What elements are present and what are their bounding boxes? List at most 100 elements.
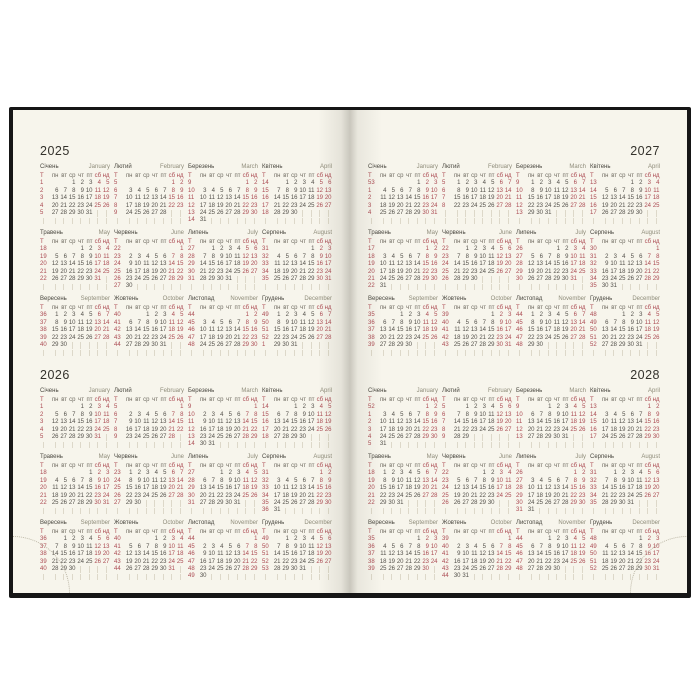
day-cell: 23 <box>487 492 495 499</box>
day-cell <box>535 246 544 253</box>
day-cell <box>50 536 59 543</box>
day-cell: 17 <box>379 268 387 275</box>
week-number-cell: 21 <box>368 492 375 499</box>
day-cell: 23 <box>405 334 412 341</box>
day-cell: 6 <box>622 543 626 550</box>
month-name-uk: Травень <box>40 454 63 460</box>
dow-header-cell: сб <box>242 173 249 179</box>
day-cell: 13 <box>553 485 560 492</box>
week-number-cell: 10 <box>188 411 195 418</box>
day-cell: 13 <box>635 261 643 268</box>
day-cell: 15 <box>453 195 461 202</box>
day-cell: 7 <box>457 253 461 260</box>
week-number-cell: 42 <box>114 327 121 334</box>
day-cell: 21 <box>536 426 543 433</box>
day-cell: 14 <box>77 485 84 492</box>
week-number-cell: 33 <box>590 268 597 275</box>
dow-header-cell: ср <box>397 305 404 311</box>
dow-header-cell: нд <box>250 305 258 311</box>
day-cell <box>526 217 535 225</box>
week-number-cell: 11 <box>516 195 523 202</box>
day-cell: 22 <box>544 558 552 565</box>
day-cell <box>315 566 324 574</box>
day-cell: 23 <box>176 202 184 209</box>
day-cell: 24 <box>299 558 306 565</box>
month-name-en: June <box>498 454 512 460</box>
day-cell: 1 <box>548 404 552 411</box>
dow-header-cell: вт <box>389 305 395 311</box>
day-cell <box>141 246 150 253</box>
week-number-cell: 12 <box>188 426 195 433</box>
day-cell: 7 <box>203 253 207 260</box>
day-cell: 4 <box>285 477 289 484</box>
day-cell <box>241 507 250 515</box>
day-cell: 4 <box>146 253 150 260</box>
day-cell: 27 <box>151 209 158 216</box>
day-cell: 3 <box>171 536 175 543</box>
day-cell: 8 <box>465 411 469 418</box>
month-name-uk: Березень <box>516 388 543 394</box>
day-cell: 12 <box>85 319 93 326</box>
week-number-cell: 47 <box>188 558 195 565</box>
day-cell: 14 <box>504 187 512 194</box>
dow-header-cell: пт <box>414 305 421 311</box>
day-cell: 9 <box>425 187 429 194</box>
day-cell: 18 <box>610 426 617 433</box>
day-cell <box>634 573 643 581</box>
day-cell <box>387 404 396 411</box>
day-cell <box>486 276 495 284</box>
day-cell: 19 <box>159 485 167 492</box>
dow-header-cell: сб <box>422 463 429 469</box>
day-cell: 5 <box>630 253 634 260</box>
dow-header-cell: ср <box>471 529 478 535</box>
dow-header-cell: нд <box>578 529 586 535</box>
day-cell: 13 <box>168 477 175 484</box>
day-cell <box>323 349 332 357</box>
day-cell: 10 <box>396 477 404 484</box>
day-cell: 18 <box>379 202 387 209</box>
day-cell: 14 <box>405 551 412 558</box>
day-cell: 14 <box>324 319 332 326</box>
day-cell: 10 <box>102 477 110 484</box>
day-cell: 27 <box>570 334 577 341</box>
dow-header-cell: вт <box>537 463 543 469</box>
dow-header-cell: чт <box>406 463 412 469</box>
day-cell: 25 <box>635 492 643 499</box>
day-cell: 24 <box>544 202 552 209</box>
day-cell: 27 <box>250 268 258 275</box>
week-number-cell: 27 <box>516 253 523 260</box>
day-cell: 25 <box>644 334 651 341</box>
day-cell: 10 <box>544 319 552 326</box>
day-cell: 21 <box>159 202 167 209</box>
day-cell: 7 <box>328 312 332 319</box>
day-cell: 8 <box>548 543 552 550</box>
dow-header-cell: вт <box>537 529 543 535</box>
day-cell <box>93 283 102 291</box>
day-cell <box>289 283 298 291</box>
day-cell: 6 <box>400 543 404 550</box>
day-cell: 17 <box>94 419 101 426</box>
week-number-cell: 24 <box>114 477 121 484</box>
month-name-en: July <box>247 454 258 460</box>
day-cell: 4 <box>146 411 150 418</box>
day-cell: 3 <box>499 470 503 477</box>
day-cell <box>249 441 258 449</box>
day-cell: 13 <box>396 551 404 558</box>
month-name-en: October <box>490 296 512 302</box>
week-number-cell: 7 <box>442 195 446 202</box>
day-cell: 17 <box>299 551 306 558</box>
day-cell: 28 <box>60 209 67 216</box>
week-number-cell: 23 <box>442 253 449 260</box>
day-cell <box>617 536 626 543</box>
month-name-uk: Жовтень <box>114 520 139 526</box>
day-cell: 5 <box>146 187 150 194</box>
day-cell: 17 <box>470 195 478 202</box>
